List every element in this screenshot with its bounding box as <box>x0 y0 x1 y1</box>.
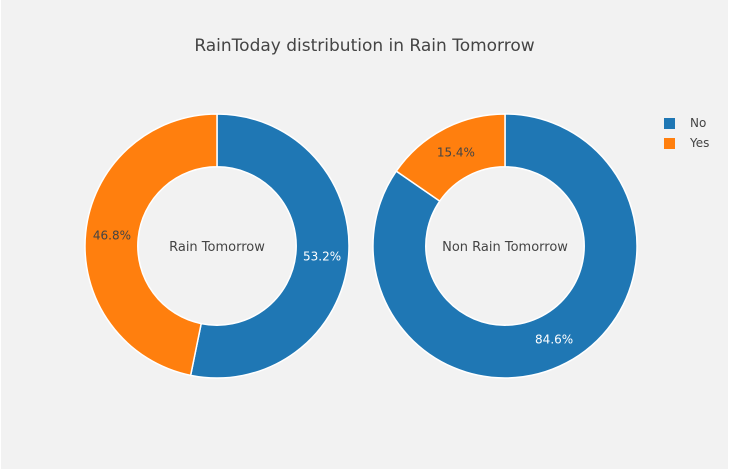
slice-no[interactable] <box>372 113 638 379</box>
donut-non-rain-tomorrow: 84.6% 15.4% Non Rain Tomorrow <box>372 113 638 379</box>
slice-percent-label: 84.6% <box>535 332 573 346</box>
slice-yes[interactable] <box>84 113 218 377</box>
slice-no[interactable] <box>189 113 350 379</box>
chart-title: RainToday distribution in Rain Tomorrow <box>194 36 535 56</box>
slice-percent-label: 46.8% <box>93 228 131 242</box>
legend-item-no[interactable]: No <box>664 113 709 133</box>
legend-swatch-no <box>664 117 675 129</box>
slice-percent-label: 53.2% <box>303 250 341 264</box>
legend-label-no: No <box>690 116 707 130</box>
donut-center-label: Non Rain Tomorrow <box>442 240 568 255</box>
legend-label-yes: Yes <box>690 136 710 150</box>
slice-yes[interactable] <box>395 113 506 203</box>
donut-rain-tomorrow: 53.2% 46.8% Rain Tomorrow <box>84 113 350 379</box>
legend: No Yes <box>664 113 709 153</box>
legend-swatch-yes <box>664 137 675 149</box>
legend-item-yes[interactable]: Yes <box>664 133 709 153</box>
slice-percent-label: 15.4% <box>437 146 475 160</box>
donut-center-label: Rain Tomorrow <box>169 240 265 255</box>
